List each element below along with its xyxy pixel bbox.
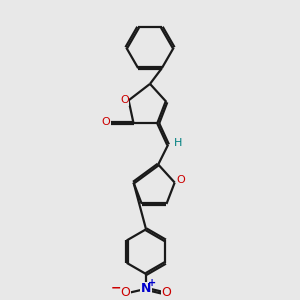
Text: O: O xyxy=(102,117,111,127)
Text: O: O xyxy=(120,95,129,105)
Text: O: O xyxy=(176,175,185,185)
Text: N: N xyxy=(141,282,151,295)
Text: O: O xyxy=(120,286,130,299)
Text: H: H xyxy=(174,138,182,148)
Text: +: + xyxy=(148,278,156,288)
Text: −: − xyxy=(111,281,122,294)
Text: O: O xyxy=(161,286,171,299)
